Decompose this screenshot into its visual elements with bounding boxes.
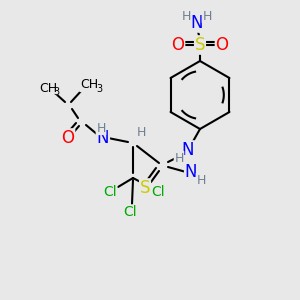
Text: H: H — [202, 10, 212, 22]
Text: H: H — [181, 10, 191, 22]
Text: CH: CH — [80, 79, 98, 92]
Text: O: O — [61, 129, 74, 147]
Text: N: N — [182, 141, 194, 159]
Text: Cl: Cl — [103, 185, 117, 199]
Text: N: N — [191, 14, 203, 32]
Text: H: H — [96, 122, 106, 134]
Text: N: N — [185, 163, 197, 181]
Text: O: O — [172, 36, 184, 54]
Text: N: N — [97, 129, 109, 147]
Text: S: S — [195, 36, 205, 54]
Text: H: H — [136, 125, 146, 139]
Text: O: O — [215, 36, 229, 54]
Text: S: S — [140, 179, 150, 197]
Text: 3: 3 — [53, 87, 59, 97]
Text: 3: 3 — [96, 84, 102, 94]
Text: Cl: Cl — [123, 205, 137, 219]
Text: Cl: Cl — [151, 185, 165, 199]
Text: CH: CH — [39, 82, 57, 94]
Text: H: H — [174, 152, 184, 164]
Text: H: H — [196, 173, 206, 187]
